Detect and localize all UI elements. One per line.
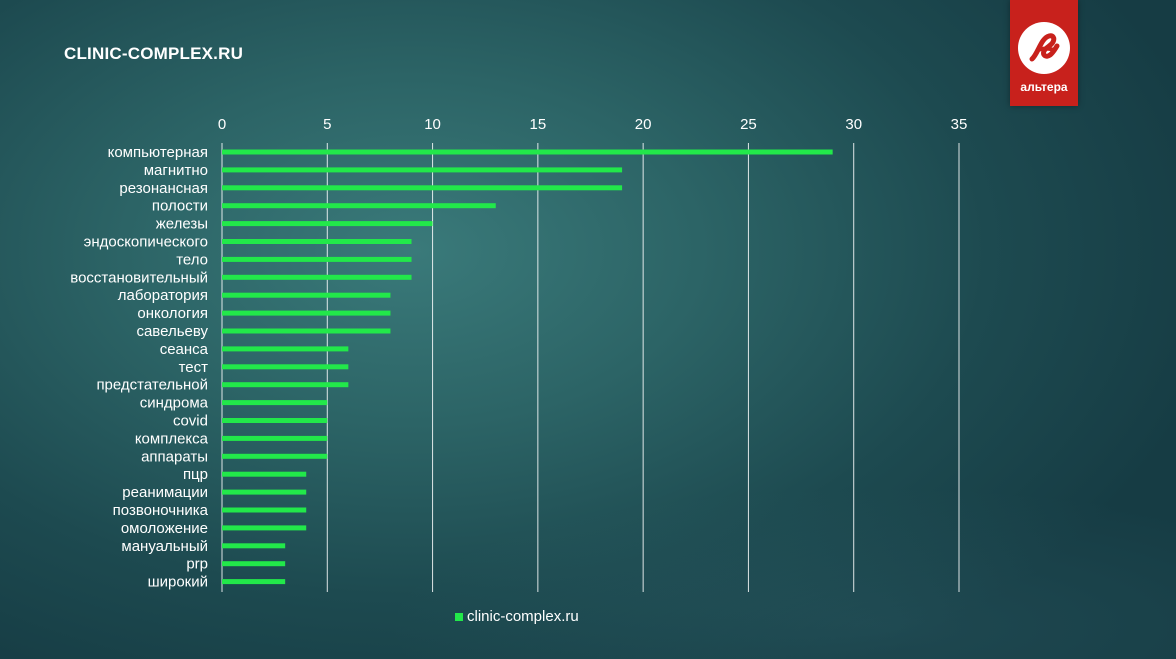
bar [222, 149, 833, 155]
category-label: мануальный [121, 538, 208, 555]
bar [222, 185, 623, 191]
bar [222, 435, 328, 441]
category-label: онкология [137, 305, 208, 322]
legend-label: clinic-complex.ru [467, 608, 579, 625]
chart-x-tick-labels: 0 5 10 15 20 25 30 35 [218, 116, 968, 133]
category-label: эндоскопического [84, 234, 208, 251]
bar [222, 418, 328, 423]
category-label: covid [173, 413, 208, 430]
category-label: резонансная [119, 180, 208, 197]
chart-legend: clinic-complex.ru [455, 608, 579, 625]
category-label: широкий [148, 574, 208, 591]
bar [222, 310, 391, 316]
category-label: позвоночника [113, 502, 209, 519]
bar [222, 364, 349, 370]
bar [222, 579, 286, 585]
bar [222, 525, 307, 531]
bar [222, 561, 286, 567]
x-tick-label: 10 [424, 116, 441, 133]
category-label: аппараты [141, 448, 208, 465]
bar [222, 256, 412, 262]
bar [222, 489, 307, 495]
bar-chart: 0 5 10 15 20 25 30 35 компьютернаямагнитнорезон… [70, 116, 968, 591]
category-label: железы [156, 216, 208, 233]
category-label: компьютерная [108, 144, 208, 161]
bar [222, 346, 349, 352]
category-label: восстановительный [70, 269, 208, 286]
bar [222, 453, 328, 459]
bar [222, 221, 433, 227]
category-label: комплекса [135, 430, 209, 447]
bar [222, 543, 286, 549]
bar [222, 167, 623, 173]
x-tick-label: 0 [218, 116, 226, 133]
category-label: лаборатория [118, 287, 208, 304]
category-label: пцр [183, 466, 208, 483]
category-label: prp [186, 556, 208, 573]
x-tick-label: 15 [530, 116, 547, 133]
bar [222, 328, 391, 334]
category-label: тело [176, 251, 208, 268]
category-label: омоложение [121, 520, 208, 537]
altera-logo-icon [1018, 22, 1070, 74]
bar [222, 239, 412, 244]
category-label: реанимации [122, 484, 208, 501]
legend-swatch [455, 612, 463, 621]
category-label: полости [152, 198, 208, 215]
chart-category-labels: компьютернаямагнитнорезонанснаяполостиже… [70, 144, 208, 591]
x-tick-label: 25 [740, 116, 757, 133]
category-label: тест [179, 359, 209, 376]
bar [222, 274, 412, 280]
category-label: сеанса [160, 341, 209, 358]
category-label: савельеву [136, 323, 208, 340]
bar [222, 507, 307, 513]
bar [222, 203, 496, 209]
bar [222, 400, 328, 406]
chart-bars [222, 149, 833, 585]
x-tick-label: 20 [635, 116, 652, 133]
bar [222, 292, 391, 298]
x-tick-label: 35 [951, 116, 968, 133]
category-label: предстательной [96, 377, 208, 394]
category-label: синдрома [140, 395, 209, 412]
bar [222, 382, 349, 388]
site-title: CLINIC-COMPLEX.RU [64, 44, 244, 63]
category-label: магнитно [144, 162, 208, 179]
altera-logo-text: альтера [1020, 80, 1068, 94]
x-tick-label: 5 [323, 116, 331, 133]
altera-logo: альтера [1010, 0, 1078, 106]
x-tick-label: 30 [845, 116, 862, 133]
bar [222, 471, 307, 477]
